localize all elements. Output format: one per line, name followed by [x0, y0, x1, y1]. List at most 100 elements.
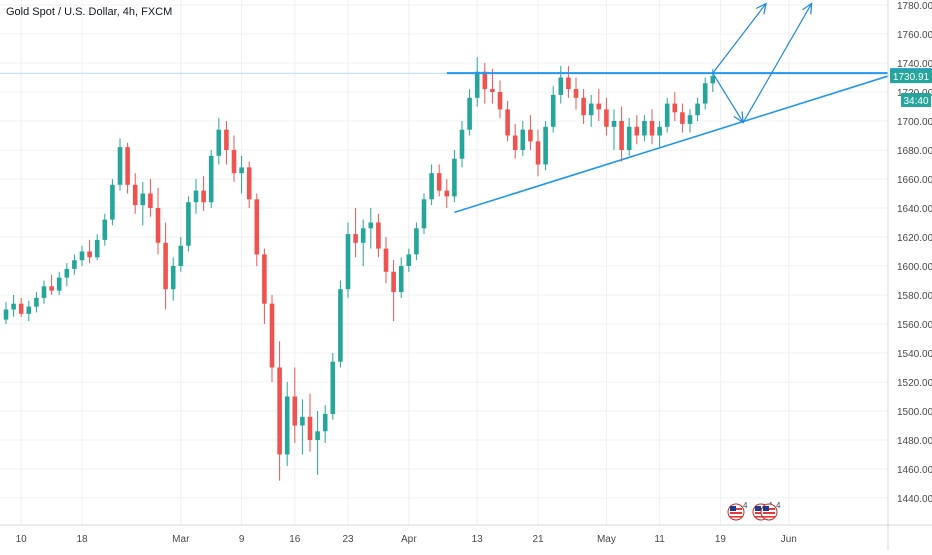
candle-body: [300, 416, 305, 426]
candle-body: [254, 199, 260, 255]
candle-body: [687, 115, 693, 124]
us-flag-icon[interactable]: 4: [727, 501, 748, 521]
candle-body: [163, 242, 168, 290]
candle-body: [110, 184, 115, 220]
candle-body: [664, 103, 670, 127]
candle-body: [672, 103, 678, 113]
candle-body: [94, 239, 100, 258]
candle-body: [72, 260, 77, 269]
price-tag-text: 1730.91: [893, 72, 930, 83]
time-tick-label: Mar: [172, 534, 190, 545]
candle-body: [208, 155, 214, 203]
candle-body: [170, 266, 176, 290]
price-tick-label: 1520.00: [897, 378, 932, 389]
candle-body: [216, 129, 222, 156]
candle-body: [360, 228, 366, 243]
candle-body: [391, 271, 396, 293]
flag-stripe: [730, 516, 742, 518]
time-tick-label: 11: [654, 534, 665, 545]
candle-body: [543, 126, 548, 165]
projection-arrow[interactable]: [742, 3, 813, 123]
time-tick-label: 18: [76, 534, 88, 545]
arrowhead-icon[interactable]: [755, 2, 767, 15]
candle-body: [490, 89, 495, 92]
support-trendline[interactable]: [454, 75, 889, 214]
candle-body: [520, 129, 526, 150]
candle-body: [414, 228, 419, 255]
candle-body: [87, 251, 92, 258]
us-flag-icon[interactable]: 4: [760, 501, 781, 521]
projection-arrow[interactable]: [712, 72, 744, 123]
candle-body: [626, 126, 632, 150]
candle-body: [429, 173, 434, 200]
price-tick-label: 1740.00: [897, 59, 932, 70]
candle-body: [155, 208, 161, 243]
time-tick-label: 19: [715, 534, 727, 545]
chart-title: Gold Spot / U.S. Dollar, 4h, FXCM: [6, 6, 173, 18]
event-count: 4: [743, 501, 748, 510]
candle-body: [710, 76, 716, 84]
price-tick-label: 1640.00: [897, 204, 932, 215]
candle-body: [338, 289, 343, 362]
price-tick-label: 1560.00: [897, 320, 932, 331]
candle-body: [642, 121, 647, 136]
candle-body: [588, 103, 594, 116]
time-tick-label: 16: [289, 534, 301, 545]
candle-body: [604, 109, 609, 127]
price-tick-label: 1500.00: [897, 407, 932, 418]
candle-body: [452, 158, 457, 197]
candle-body: [482, 71, 488, 90]
price-tick-label: 1480.00: [897, 436, 932, 447]
price-tick-label: 1780.00: [897, 1, 932, 12]
candle-body: [239, 167, 244, 174]
candle-body: [581, 97, 586, 116]
candle-body: [18, 303, 24, 314]
candle-body: [596, 103, 602, 110]
candle-body: [657, 126, 662, 136]
arrowhead-icon[interactable]: [802, 2, 813, 15]
projection-arrow[interactable]: [712, 3, 767, 74]
candle-body: [117, 147, 123, 185]
price-tick-label: 1600.00: [897, 262, 932, 273]
candle-body: [26, 306, 32, 314]
candle-body: [528, 129, 533, 142]
price-tick-label: 1580.00: [897, 291, 932, 302]
candle-body: [634, 126, 640, 136]
candle-body: [11, 303, 16, 310]
candle-body: [345, 234, 351, 290]
candle-body: [474, 71, 480, 98]
flag-stripe: [763, 512, 775, 514]
candle-body: [695, 103, 700, 116]
candle-body: [231, 150, 237, 174]
candle-body: [34, 297, 39, 307]
price-tick-label: 1680.00: [897, 146, 932, 157]
drawings[interactable]: [0, 2, 889, 214]
candle-body: [535, 141, 541, 165]
candle-body: [3, 309, 9, 320]
candle-body: [315, 431, 320, 440]
event-icons[interactable]: 444: [727, 501, 781, 521]
candle-body: [41, 286, 47, 298]
candle-body: [330, 361, 336, 414]
candle-body: [132, 184, 138, 206]
flag-canton: [730, 506, 736, 511]
grid: [0, 0, 888, 525]
time-tick-label: May: [597, 534, 616, 545]
candle-body: [421, 199, 427, 229]
candle-body: [497, 92, 503, 110]
flag-canton: [763, 506, 769, 511]
candle-body: [353, 234, 358, 243]
price-tick-label: 1440.00: [897, 494, 932, 505]
candle-body: [140, 193, 146, 206]
candle-body: [467, 97, 472, 130]
time-tick-label: 21: [532, 534, 544, 545]
candle-body: [444, 190, 450, 197]
price-tag-text: 34:40: [903, 96, 928, 107]
candle-body: [284, 396, 290, 455]
candle-body: [262, 254, 267, 304]
time-tick-label: 9: [239, 534, 245, 545]
candle-body: [56, 277, 62, 291]
